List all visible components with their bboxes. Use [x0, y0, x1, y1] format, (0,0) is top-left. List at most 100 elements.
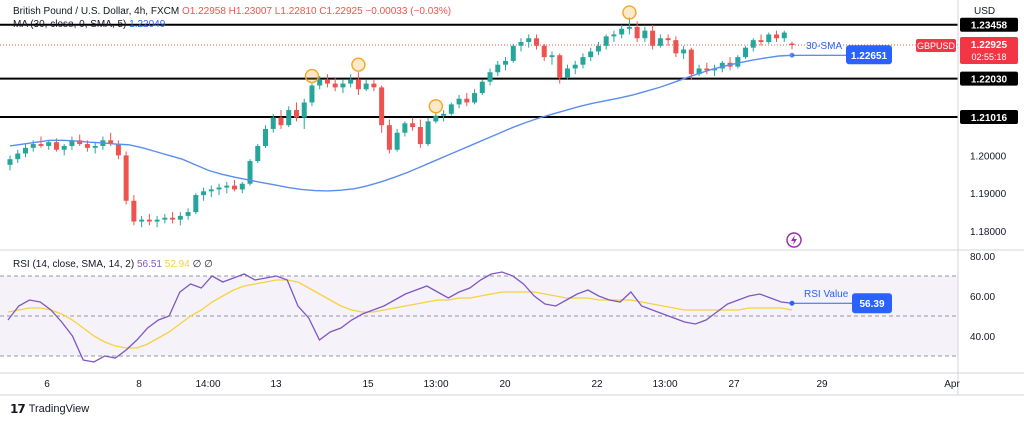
rsi-sma-value: 52.94 [164, 259, 190, 270]
currency-label: USD [974, 6, 995, 17]
candle-body [774, 34, 780, 39]
tv-logo-icon: 𝟭𝟳 [10, 402, 26, 416]
candle-body [619, 28, 625, 35]
candle-body [30, 144, 36, 148]
candle-body [239, 183, 245, 190]
candle-body [216, 187, 222, 190]
candle-body [541, 45, 547, 58]
candle-body [549, 55, 555, 58]
candle-body [15, 153, 21, 160]
rsi-label: RSI (14, close, SMA, 14, 2) [13, 259, 135, 270]
price-pane[interactable] [0, 17, 958, 228]
candle-body [580, 57, 586, 65]
ohlc-values: O1.22958 H1.23007 L1.22810 C1.22925 −0.0… [181, 6, 452, 17]
time-tick-label: 27 [728, 379, 740, 390]
candle-body [642, 30, 648, 39]
sma-value-tag-bg [846, 45, 892, 65]
candle-body [170, 217, 176, 220]
candle-body [363, 83, 369, 90]
candle-body [77, 140, 83, 145]
candle-body [441, 113, 447, 116]
rsi-tick-label: 60.00 [970, 292, 995, 303]
candle-body [22, 147, 28, 154]
level-label: 1.22030 [971, 75, 1008, 86]
rsi-value-tag: 56.39 [859, 299, 884, 310]
time-tick-label: 20 [499, 379, 511, 390]
candle-body [603, 36, 609, 46]
level-tag [960, 71, 1018, 86]
candle-body [704, 68, 710, 71]
candle-body [53, 142, 59, 150]
sma-30-line [9, 54, 793, 192]
candle-body [38, 144, 44, 146]
price-tick-label: 1.20000 [970, 151, 1007, 162]
candle-body [162, 217, 168, 220]
candle-body [247, 161, 253, 184]
candle-body [681, 49, 687, 54]
candle-body [355, 79, 361, 90]
symbol-tag: GBPUSD [917, 41, 956, 51]
candle-body [595, 45, 601, 52]
level-label: 1.21016 [971, 113, 1008, 124]
candle-body [588, 51, 594, 58]
candle-body [533, 38, 539, 46]
rsi-pane[interactable] [0, 271, 958, 363]
highlight-circle-marker [428, 99, 444, 114]
candle-body [131, 200, 137, 222]
candle-body [743, 47, 749, 58]
candle-body [479, 81, 485, 94]
candle-body [634, 26, 640, 39]
legend-title: British Pound / U.S. Dollar, 4h, FXCM O1… [13, 6, 451, 17]
candle-body [177, 215, 183, 220]
candle-body [270, 117, 276, 129]
candle-body [46, 142, 52, 146]
price-tick-label: 1.18000 [970, 227, 1007, 238]
time-tick-label: 13:00 [652, 379, 677, 390]
candle-body [139, 219, 145, 222]
rsi-line [7, 271, 793, 363]
candle-body [301, 102, 307, 118]
ma-legend: MA (30, close, 0, SMA, 5) 1.22049 [13, 19, 165, 30]
sma-callout: 30-SMA [806, 41, 842, 52]
level-tag [960, 110, 1018, 125]
candle-body [402, 123, 408, 133]
lightning-icon [786, 232, 802, 248]
rsi-extra: ∅ ∅ [192, 259, 213, 270]
candle-body [379, 87, 385, 126]
candle-body [115, 144, 121, 156]
candle-body [503, 60, 509, 65]
candle-body [61, 145, 67, 150]
candle-body [650, 30, 656, 46]
time-tick-label: Apr [944, 379, 960, 390]
candle-body [208, 189, 214, 192]
candle-body [766, 34, 772, 43]
candle-body [750, 40, 756, 48]
candle-body [394, 132, 400, 150]
tradingview-logo[interactable]: 𝟭𝟳 TradingView [10, 402, 89, 416]
candle-countdown: 02:55:18 [971, 52, 1006, 62]
candle-body [108, 140, 114, 145]
candle-body [146, 219, 152, 222]
candle-body [572, 64, 578, 69]
candle-body [487, 72, 493, 82]
candle-body [332, 83, 338, 88]
candle-body [7, 159, 13, 165]
candle-body [92, 145, 98, 148]
candle-body [348, 79, 354, 84]
time-tick-label: 6 [44, 379, 50, 390]
brand-name: TradingView [28, 403, 90, 415]
candle-body [386, 125, 392, 150]
candle-body [154, 219, 160, 222]
candle-body [123, 155, 129, 201]
candle-body [712, 68, 718, 71]
candle-body [425, 121, 431, 145]
candle-body [201, 191, 207, 196]
time-tick-label: 13 [270, 379, 282, 390]
axes: 1.23458 1.22030 1.21016 1.18000 1.19000 1.200… [0, 0, 1024, 396]
candle-body [193, 195, 199, 213]
candle-body [673, 40, 679, 54]
candle-body [371, 83, 377, 88]
candle-body [464, 98, 470, 103]
candle-body [293, 110, 299, 118]
time-tick-label: 14:00 [195, 379, 220, 390]
